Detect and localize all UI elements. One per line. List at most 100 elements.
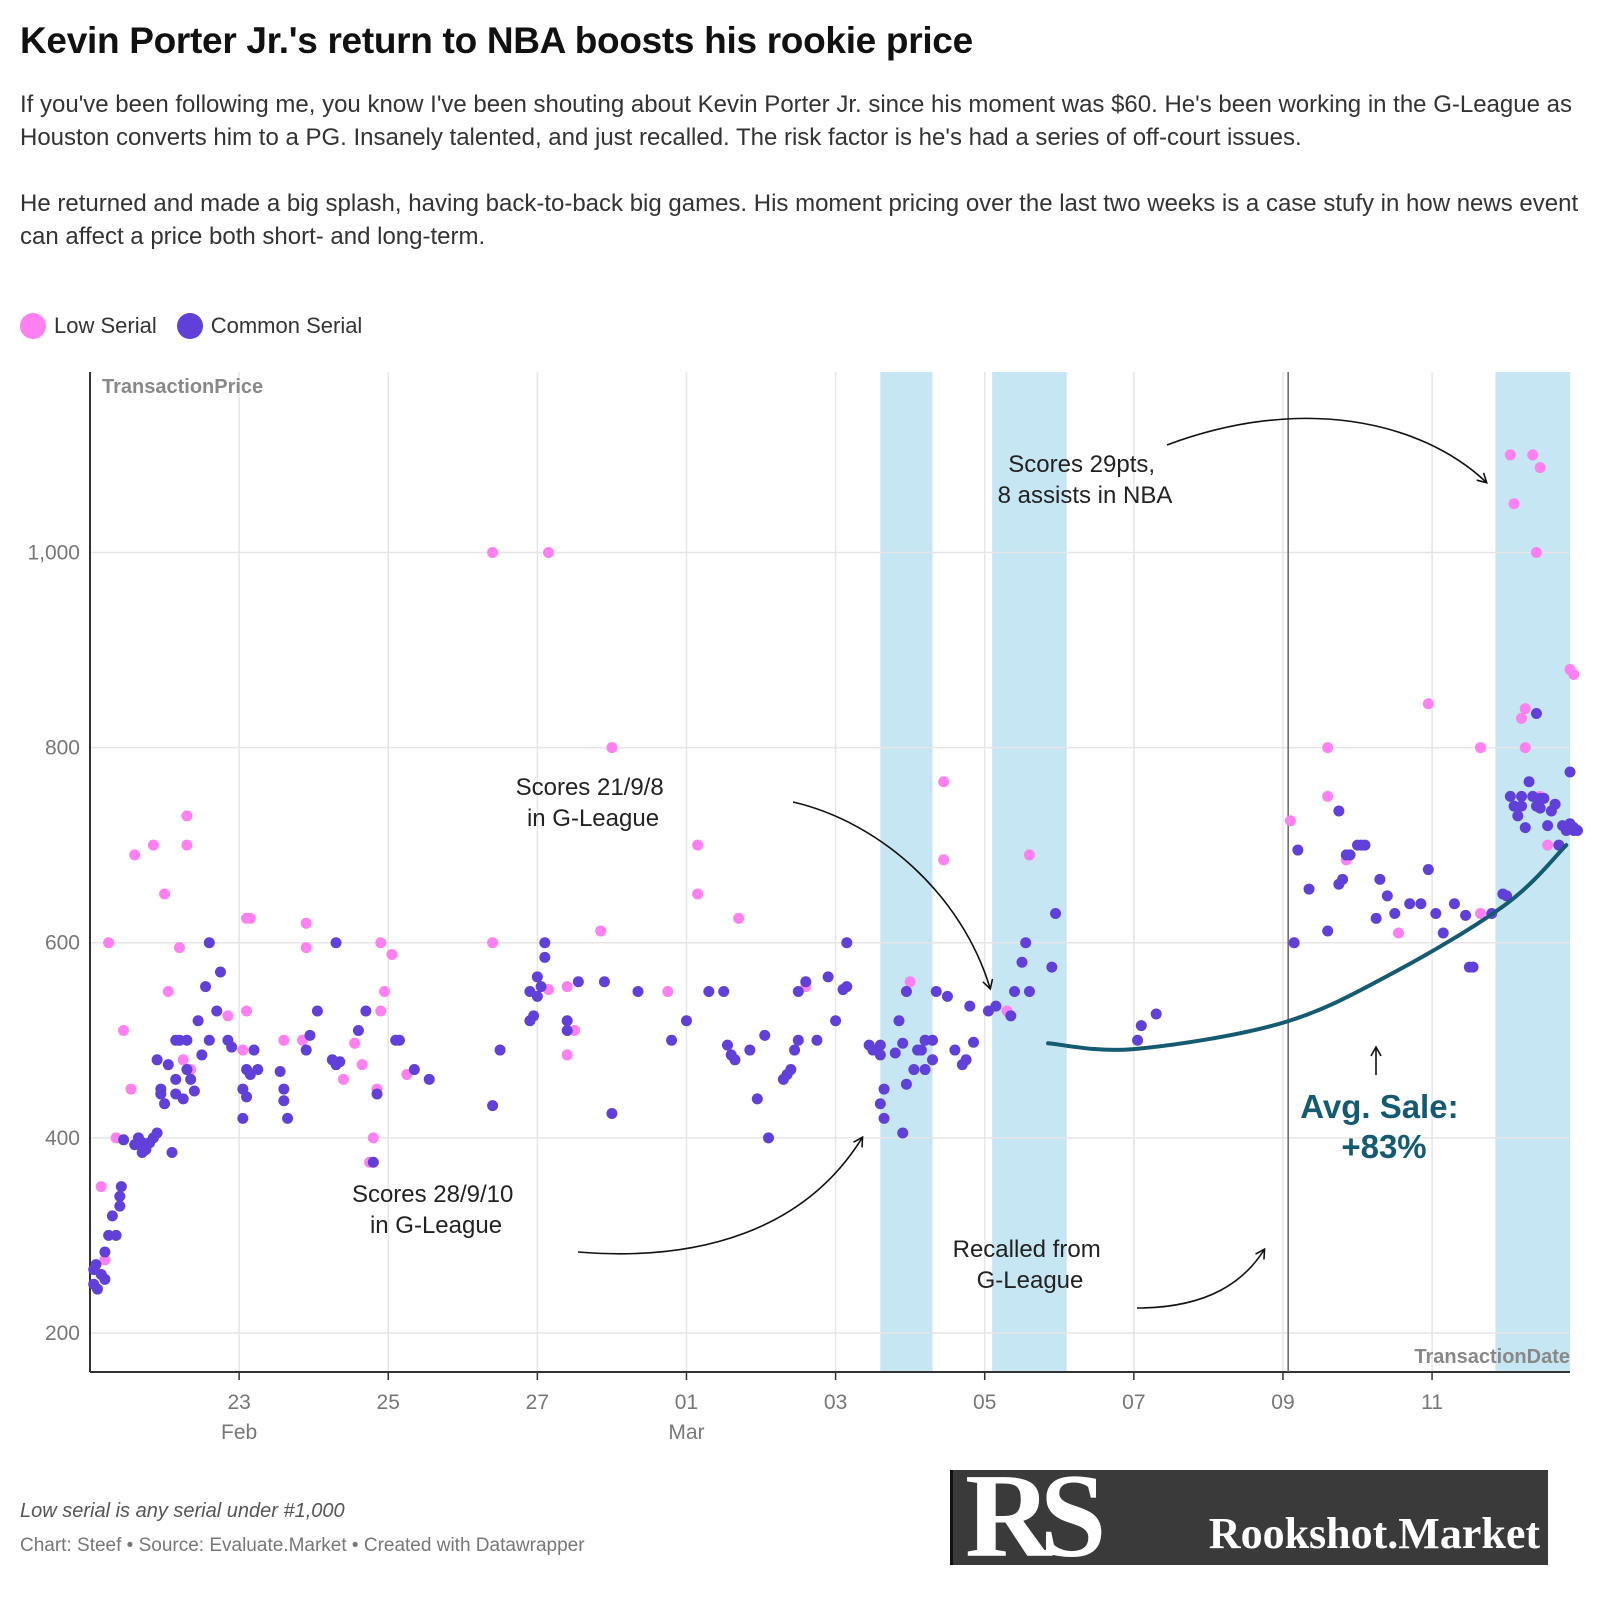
common-serial-point <box>598 976 610 988</box>
common-serial-point <box>118 1134 130 1146</box>
common-serial-point <box>930 986 942 998</box>
common-serial-point <box>1005 1010 1017 1022</box>
low-serial-point <box>181 810 193 822</box>
low-serial-point <box>300 942 312 954</box>
common-serial-point <box>889 1047 901 1059</box>
common-serial-point <box>352 1025 364 1037</box>
common-serial-point <box>1549 798 1561 810</box>
common-serial-point <box>1460 909 1472 921</box>
common-serial-point <box>1516 790 1528 802</box>
low-serial-point <box>938 776 950 788</box>
common-serial-point <box>1322 925 1334 937</box>
common-serial-point <box>1303 883 1315 895</box>
common-serial-point <box>1016 956 1028 968</box>
common-serial-point <box>718 986 730 998</box>
common-serial-point <box>1415 898 1427 910</box>
common-serial-point <box>1333 805 1345 817</box>
common-serial-point <box>1009 986 1021 998</box>
y-tick-label: 400 <box>45 1127 80 1150</box>
low-serial-point <box>222 1010 234 1022</box>
common-serial-point <box>744 1044 756 1056</box>
common-serial-point <box>237 1112 249 1124</box>
common-serial-point <box>1404 898 1416 910</box>
common-serial-point <box>811 1034 823 1046</box>
tick-labels: 200 400 600 800 1,000 23 Feb 25 27 01 Mar 03 05 07 09 1… <box>27 541 1443 1444</box>
x-tick-month-label: Mar <box>668 1421 704 1444</box>
common-serial-point <box>248 1044 260 1056</box>
common-serial-point <box>300 1044 312 1056</box>
common-serial-point <box>408 1064 420 1076</box>
common-serial-point <box>927 1054 939 1066</box>
low-serial-point <box>159 888 171 900</box>
low-serial-point <box>1023 849 1035 861</box>
common-serial-point <box>1050 907 1062 919</box>
low-serial-point <box>244 912 256 924</box>
common-serial-point <box>278 1095 290 1107</box>
common-serial-point <box>1020 937 1032 949</box>
common-serial-point <box>539 937 551 949</box>
low-serial-point <box>1534 462 1546 474</box>
common-serial-point <box>91 1283 103 1295</box>
low-serial-point <box>356 1059 368 1071</box>
common-serial-point <box>1344 849 1356 861</box>
common-serial-point <box>897 1127 909 1139</box>
common-serial-point <box>110 1229 122 1241</box>
common-serial-point <box>192 1015 204 1027</box>
common-serial-point <box>278 1083 290 1095</box>
common-serial-point <box>535 981 547 993</box>
common-serial-point <box>1430 907 1442 919</box>
common-serial-point <box>830 1015 842 1027</box>
axes <box>89 372 1570 1380</box>
common-serial-point <box>1501 890 1513 902</box>
common-serial-point <box>1448 898 1460 910</box>
common-serial-point <box>915 1044 927 1056</box>
common-serial-point <box>1359 839 1371 851</box>
low-serial-point <box>1393 927 1405 939</box>
low-serial-point <box>904 976 916 988</box>
common-serial-point <box>371 1088 383 1100</box>
common-serial-point <box>632 986 644 998</box>
low-serial-point <box>181 839 193 851</box>
annotation-arrow-1 <box>577 1135 864 1255</box>
common-serial-point <box>792 1034 804 1046</box>
intro-text: If you've been following me, you know I'… <box>20 88 1580 286</box>
low-serial-point <box>349 1037 361 1049</box>
legend-item-low-serial[interactable]: Low Serial <box>20 313 157 339</box>
legend-label-low-serial: Low Serial <box>54 313 157 338</box>
common-serial-point <box>196 1049 208 1061</box>
common-serial-point <box>177 1093 189 1105</box>
x-tick-label: 23 <box>227 1391 250 1414</box>
low-serial-point <box>733 912 745 924</box>
common-serial-point <box>487 1100 499 1112</box>
common-serial-point <box>874 1039 886 1051</box>
common-serial-point <box>155 1088 167 1100</box>
low-serial-point <box>561 981 573 993</box>
common-serial-point <box>762 1132 774 1144</box>
y-tick-label: 800 <box>45 737 80 760</box>
common-serial-point <box>531 990 543 1002</box>
common-serial-point <box>900 986 912 998</box>
common-serial-point <box>423 1073 435 1085</box>
footnote: Low serial is any serial under #1,000 <box>20 1500 345 1522</box>
logo-mark: RS <box>965 1470 1106 1565</box>
common-serial-point <box>1534 802 1546 814</box>
common-serial-point <box>528 1010 540 1022</box>
legend-item-common-serial[interactable]: Common Serial <box>176 313 362 339</box>
low-serial-point <box>375 1005 387 1017</box>
common-serial-point <box>1564 766 1576 778</box>
y-tick-label: 600 <box>45 932 80 955</box>
common-serial-point <box>1150 1008 1162 1020</box>
common-serial-point <box>226 1041 238 1053</box>
x-tick-label: 27 <box>526 1391 549 1414</box>
low-serial-point <box>1422 698 1434 710</box>
common-serial-point <box>1381 890 1393 902</box>
intro-paragraph-1: If you've been following me, you know I'… <box>20 91 1572 151</box>
common-serial-point <box>800 976 812 988</box>
common-serial-point <box>1370 912 1382 924</box>
annotation-recalled: Recalled from G-League <box>953 1236 1108 1294</box>
low-serial-point <box>379 986 391 998</box>
common-serial-point <box>330 937 342 949</box>
low-serial-point <box>487 937 499 949</box>
x-tick-label: 11 <box>1421 1391 1443 1414</box>
common-serial-point <box>729 1054 741 1066</box>
